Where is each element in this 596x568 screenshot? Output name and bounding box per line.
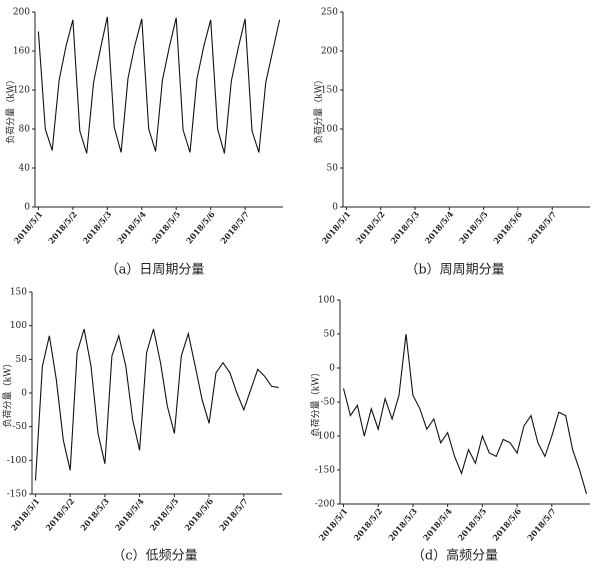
x-tick-label: 2018/5/6 [182, 496, 215, 533]
caption: （c）低频分量 [112, 549, 197, 564]
x-tick-label: 2018/5/1 [12, 209, 45, 245]
y-tick-label: 40 [19, 164, 31, 174]
x-tick-label: 2018/5/4 [421, 506, 454, 543]
x-tick-label: 2018/5/1 [320, 209, 353, 245]
x-tick-label: 2018/5/3 [388, 209, 421, 246]
x-tick-label: 2018/5/2 [351, 506, 384, 542]
x-tick-label: 2018/5/3 [78, 496, 111, 533]
y-tick-label: 120 [13, 86, 30, 96]
y-tick-label: 0 [329, 364, 335, 374]
y-axis-title: 负荷分量（kW） [5, 75, 17, 144]
caption: （a）日周期分量 [106, 263, 205, 278]
line-series [37, 16, 281, 154]
y-axis-title: 负荷分量（kW） [2, 359, 14, 428]
line-series [34, 328, 279, 481]
y-tick-label: 0 [24, 203, 30, 213]
x-tick-label: 2018/5/6 [184, 209, 217, 246]
x-tick-label: 2018/5/4 [113, 496, 146, 533]
y-tick-label: -200 [315, 500, 335, 510]
y-tick-label: 250 [321, 8, 338, 18]
y-tick-label: -150 [7, 490, 27, 500]
x-tick-label: 2018/5/2 [46, 209, 79, 245]
y-tick-label: -50 [13, 422, 28, 432]
x-tick-label: 2018/5/1 [317, 506, 350, 542]
y-tick-label: 150 [321, 86, 338, 96]
y-tick-label: 100 [321, 125, 338, 135]
x-tick-label: 2018/5/6 [490, 506, 523, 543]
y-tick-label: -150 [315, 466, 335, 476]
y-tick-label: 0 [21, 389, 27, 399]
caption: （d）高频分量 [412, 548, 498, 564]
x-tick-label: 2018/5/6 [491, 209, 524, 246]
x-tick-label: 2018/5/2 [43, 496, 76, 532]
y-tick-label: 200 [321, 47, 338, 57]
y-axis-title: 负荷分量（kW） [310, 368, 322, 437]
y-tick-label: 160 [13, 47, 30, 57]
y-tick-label: 50 [327, 164, 339, 174]
x-tick-label: 2018/5/3 [386, 506, 419, 543]
y-tick-label: 50 [324, 330, 336, 340]
x-tick-label: 2018/5/4 [423, 209, 456, 246]
x-tick-label: 2018/5/7 [217, 496, 250, 532]
x-tick-label: 2018/5/5 [456, 506, 489, 542]
x-tick-label: 2018/5/4 [115, 209, 148, 246]
caption: （b）周周期分量 [405, 263, 504, 278]
y-tick-label: 50 [16, 355, 28, 365]
y-tick-label: -100 [7, 456, 27, 466]
x-tick-label: 2018/5/3 [81, 209, 114, 246]
y-tick-label: -100 [315, 432, 335, 442]
x-tick-label: 2018/5/7 [525, 209, 558, 245]
x-tick-label: 2018/5/7 [218, 209, 251, 245]
y-tick-label: 100 [318, 296, 335, 306]
x-tick-label: 2018/5/2 [354, 209, 387, 245]
x-tick-label: 2018/5/5 [148, 496, 181, 532]
y-tick-label: 80 [19, 125, 31, 135]
x-tick-label: 2018/5/7 [525, 506, 558, 542]
x-tick-label: 2018/5/5 [149, 209, 182, 245]
y-axis-title: 负荷分量（kW） [313, 75, 325, 144]
y-tick-label: -50 [321, 398, 336, 408]
y-tick-label: 150 [10, 288, 27, 298]
y-tick-label: 200 [13, 8, 30, 18]
y-tick-label: 100 [10, 321, 27, 331]
y-tick-label: 0 [332, 203, 338, 213]
line-series [342, 333, 588, 494]
x-tick-label: 2018/5/5 [457, 209, 490, 245]
x-tick-label: 2018/5/1 [9, 496, 42, 532]
